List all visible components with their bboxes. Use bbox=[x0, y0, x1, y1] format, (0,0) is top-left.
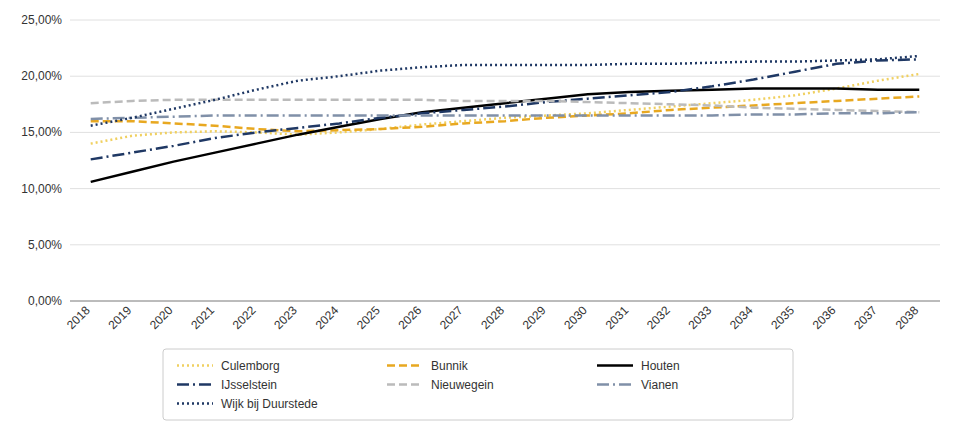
legend-label: Nieuwegein bbox=[431, 378, 494, 392]
legend-label: Houten bbox=[641, 359, 680, 373]
x-axis: 2018 2019 2020 2021 2022 2023 2024 2025 2026 2027… bbox=[64, 301, 940, 332]
legend-swatch bbox=[177, 402, 213, 405]
y-axis: 0,00% 5,00% 10,00% 15,00% 20,00% 25,00% bbox=[21, 13, 940, 308]
y-tick-label: 15,00% bbox=[21, 125, 62, 139]
legend: Culemborg Bunnik Houten IJsselstein Nieuwege… bbox=[163, 349, 793, 420]
x-tick-label: 2026 bbox=[395, 303, 424, 332]
x-tick-label: 2029 bbox=[520, 303, 549, 332]
x-tick-label: 2022 bbox=[230, 303, 259, 332]
legend-swatch bbox=[387, 383, 423, 386]
x-tick-label: 2021 bbox=[188, 303, 217, 332]
x-tick-label: 2020 bbox=[147, 303, 176, 332]
legend-label: Bunnik bbox=[431, 359, 469, 373]
x-tick-label: 2027 bbox=[437, 303, 466, 332]
y-tick-label: 10,00% bbox=[21, 182, 62, 196]
x-tick-label: 2030 bbox=[561, 303, 590, 332]
x-tick-label: 2019 bbox=[105, 303, 134, 332]
x-tick-label: 2031 bbox=[603, 303, 632, 332]
y-tick-label: 0,00% bbox=[28, 294, 62, 308]
legend-label: IJsselstein bbox=[221, 378, 277, 392]
series-line bbox=[91, 112, 920, 119]
series-line bbox=[91, 56, 920, 126]
lines bbox=[91, 56, 920, 182]
legend-label: Culemborg bbox=[221, 359, 280, 373]
x-tick-label: 2034 bbox=[727, 303, 756, 332]
legend-swatch bbox=[597, 383, 633, 386]
chart: 0,00%5,00%10,00%15,00%20,00%25,00%201820… bbox=[0, 0, 956, 430]
series-line bbox=[91, 100, 920, 112]
legend-box bbox=[163, 349, 793, 420]
x-tick-label: 2023 bbox=[271, 303, 300, 332]
x-tick-label: 2028 bbox=[478, 303, 507, 332]
x-tick-label: 2038 bbox=[893, 303, 922, 332]
x-tick-label: 2036 bbox=[810, 303, 839, 332]
x-tick-label: 2024 bbox=[313, 303, 342, 332]
legend-label: Vianen bbox=[641, 378, 678, 392]
legend-swatch bbox=[177, 383, 213, 386]
legend-label: Wijk bij Duurstede bbox=[221, 397, 318, 411]
series-line bbox=[91, 89, 920, 182]
x-tick-label: 2033 bbox=[685, 303, 714, 332]
series-line bbox=[91, 74, 920, 144]
x-tick-label: 2035 bbox=[768, 303, 797, 332]
grid-line bbox=[70, 301, 940, 302]
y-tick-label: 20,00% bbox=[21, 69, 62, 83]
grid-line bbox=[70, 244, 940, 245]
y-tick-label: 5,00% bbox=[28, 238, 62, 252]
series-line bbox=[91, 96, 920, 131]
x-tick-label: 2025 bbox=[354, 303, 383, 332]
grid-line bbox=[70, 76, 940, 77]
legend-swatch bbox=[597, 364, 633, 367]
grid-line bbox=[70, 20, 940, 21]
grid-line bbox=[70, 188, 940, 189]
legend-swatch bbox=[387, 364, 423, 367]
x-tick-label: 2018 bbox=[64, 303, 93, 332]
x-axis-line bbox=[70, 301, 940, 302]
x-tick-label: 2032 bbox=[644, 303, 673, 332]
legend-swatch bbox=[177, 364, 213, 367]
x-tick-label: 2037 bbox=[851, 303, 880, 332]
y-tick-label: 25,00% bbox=[21, 13, 62, 27]
series-line bbox=[91, 59, 920, 159]
